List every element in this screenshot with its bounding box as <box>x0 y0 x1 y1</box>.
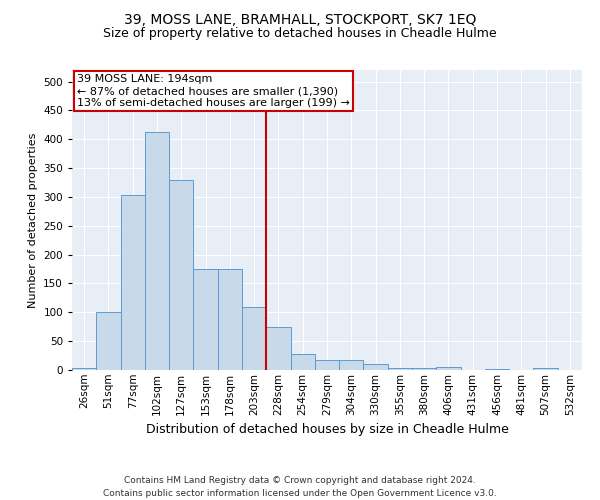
Bar <box>290 354 315 370</box>
X-axis label: Distribution of detached houses by size in Cheadle Hulme: Distribution of detached houses by size … <box>146 423 508 436</box>
Bar <box>193 269 218 370</box>
Text: 39, MOSS LANE, BRAMHALL, STOCKPORT, SK7 1EQ: 39, MOSS LANE, BRAMHALL, STOCKPORT, SK7 … <box>124 12 476 26</box>
Bar <box>266 326 290 370</box>
Bar <box>218 269 242 370</box>
Text: Contains HM Land Registry data © Crown copyright and database right 2024.
Contai: Contains HM Land Registry data © Crown c… <box>103 476 497 498</box>
Bar <box>315 360 339 370</box>
Text: 39 MOSS LANE: 194sqm
← 87% of detached houses are smaller (1,390)
13% of semi-de: 39 MOSS LANE: 194sqm ← 87% of detached h… <box>77 74 350 108</box>
Bar <box>169 180 193 370</box>
Text: Size of property relative to detached houses in Cheadle Hulme: Size of property relative to detached ho… <box>103 28 497 40</box>
Bar <box>364 364 388 370</box>
Bar <box>485 369 509 370</box>
Bar <box>96 312 121 370</box>
Bar <box>242 306 266 370</box>
Bar <box>121 195 145 370</box>
Bar <box>412 368 436 370</box>
Bar <box>339 360 364 370</box>
Bar <box>145 132 169 370</box>
Y-axis label: Number of detached properties: Number of detached properties <box>28 132 38 308</box>
Bar <box>436 367 461 370</box>
Bar <box>533 368 558 370</box>
Bar <box>72 368 96 370</box>
Bar <box>388 368 412 370</box>
